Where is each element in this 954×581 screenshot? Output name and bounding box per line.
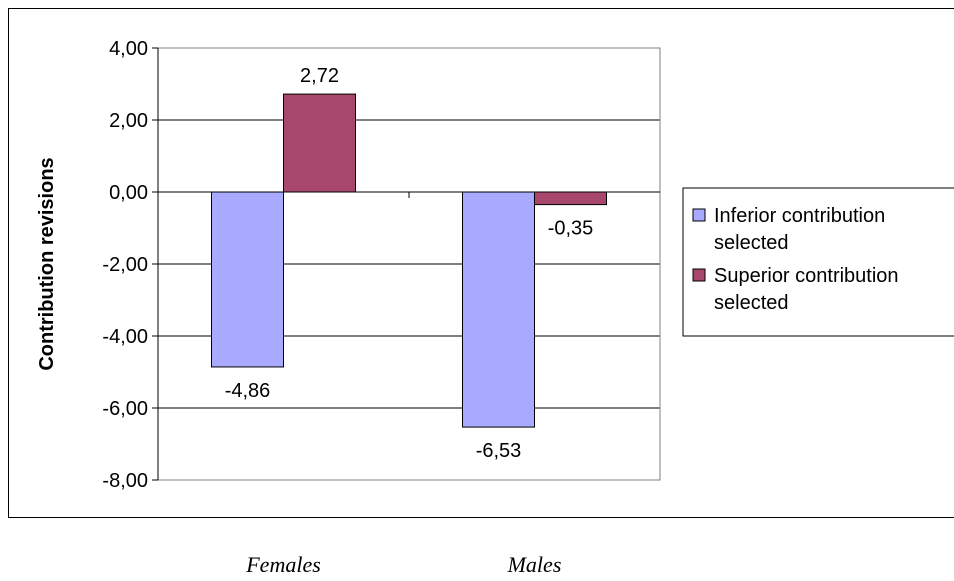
- legend-swatch: [692, 208, 706, 222]
- y-tick-label: -6,00: [102, 398, 148, 420]
- legend-label: Superior contribution: [714, 265, 899, 287]
- category-label: Males: [507, 552, 562, 577]
- y-axis-label: Contribution revisions: [36, 157, 58, 370]
- bar: [283, 93, 356, 193]
- legend-box: [682, 187, 954, 337]
- y-axis: 4,00 2,00 0,00 -2,00 -4,00 -6,00 -8,00: [102, 38, 410, 492]
- data-label: 2,72: [300, 65, 339, 87]
- y-tick-label: -2,00: [102, 254, 148, 276]
- data-labels: -4,86 2,72 -6,53 -0,35: [225, 65, 594, 462]
- y-tick-label: -8,00: [102, 470, 148, 492]
- y-tick-label: 0,00: [109, 182, 148, 204]
- legend: Inferior contribution selected Superior co…: [682, 187, 954, 337]
- bars: [211, 93, 607, 428]
- y-tick-label: -4,00: [102, 326, 148, 348]
- bar: [211, 191, 284, 368]
- legend-swatch: [692, 268, 706, 282]
- data-label: -6,53: [476, 440, 522, 462]
- data-label: -0,35: [548, 218, 594, 240]
- bar: [462, 191, 535, 428]
- legend-label: Inferior contribution: [714, 205, 885, 227]
- y-tick-label: 4,00: [109, 38, 148, 60]
- data-label: -4,86: [225, 380, 271, 402]
- category-label: Females: [245, 552, 321, 577]
- legend-label: selected: [714, 292, 789, 314]
- y-tick-label: 2,00: [109, 110, 148, 132]
- legend-label: selected: [714, 232, 789, 254]
- bar: [534, 191, 607, 206]
- category-labels: Females Males: [245, 552, 561, 577]
